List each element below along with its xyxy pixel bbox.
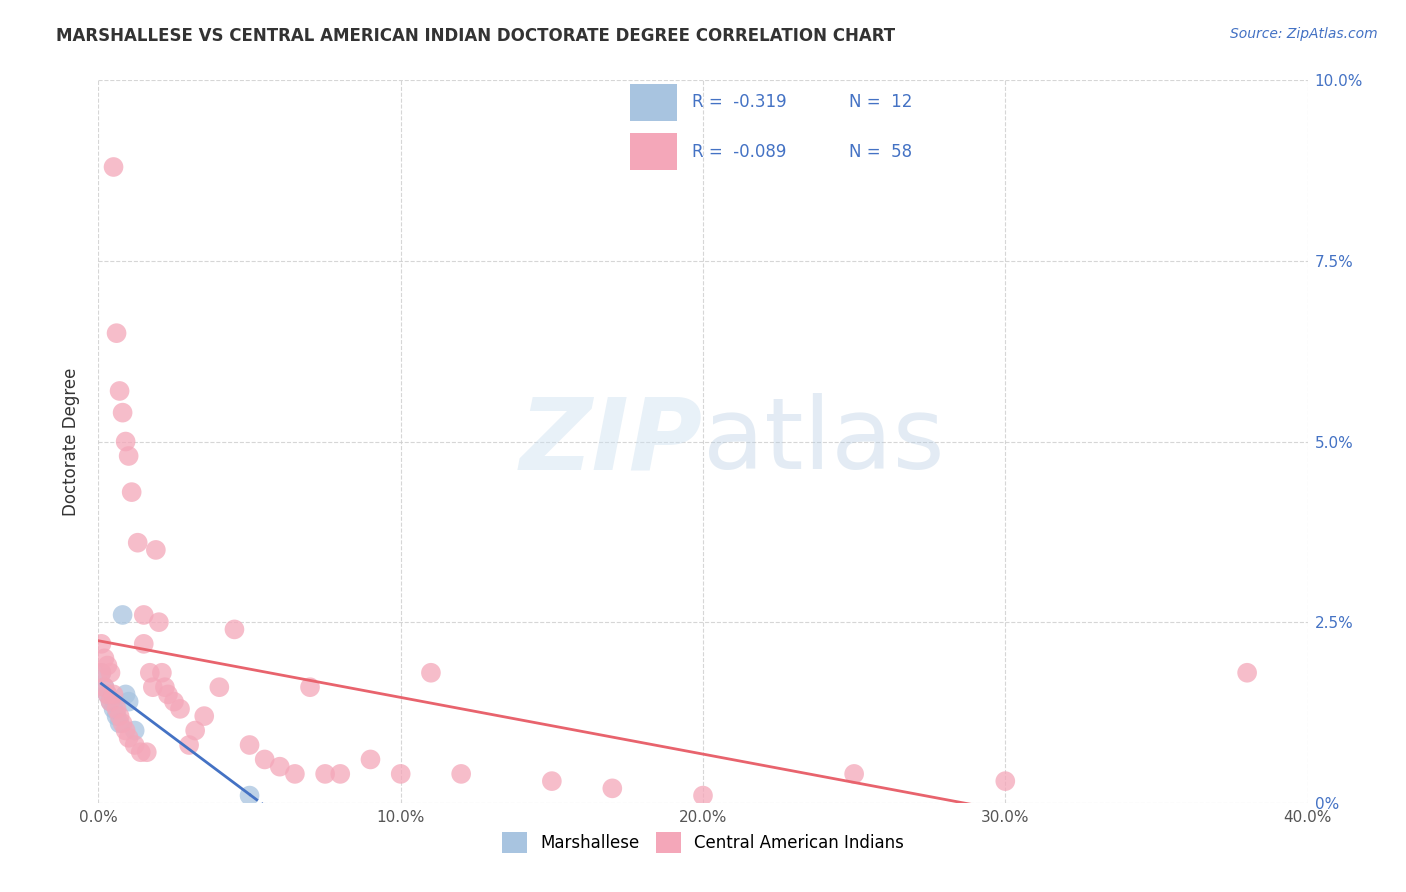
Point bbox=[93, 680, 115, 694]
Point bbox=[114, 687, 136, 701]
Point bbox=[96, 687, 118, 701]
Point bbox=[114, 723, 136, 738]
Point bbox=[540, 774, 562, 789]
Point bbox=[994, 774, 1017, 789]
Point bbox=[105, 326, 128, 340]
Point bbox=[145, 542, 167, 557]
Point bbox=[135, 745, 157, 759]
Point bbox=[179, 738, 201, 752]
Point bbox=[184, 723, 207, 738]
Text: N =  12: N = 12 bbox=[849, 94, 912, 112]
Point bbox=[153, 680, 176, 694]
Point bbox=[208, 680, 231, 694]
Text: MARSHALLESE VS CENTRAL AMERICAN INDIAN DOCTORATE DEGREE CORRELATION CHART: MARSHALLESE VS CENTRAL AMERICAN INDIAN D… bbox=[56, 27, 896, 45]
Point bbox=[90, 665, 112, 680]
Text: Source: ZipAtlas.com: Source: ZipAtlas.com bbox=[1230, 27, 1378, 41]
Point bbox=[90, 665, 112, 680]
FancyBboxPatch shape bbox=[630, 84, 678, 121]
Point bbox=[156, 687, 179, 701]
Point bbox=[105, 709, 128, 723]
Point bbox=[96, 687, 118, 701]
Point bbox=[118, 695, 141, 709]
Point bbox=[169, 702, 191, 716]
Text: R =  -0.089: R = -0.089 bbox=[692, 143, 786, 161]
Point bbox=[329, 767, 352, 781]
Point bbox=[118, 449, 141, 463]
Point bbox=[150, 665, 173, 680]
Point bbox=[1236, 665, 1258, 680]
Point bbox=[163, 695, 186, 709]
Point bbox=[103, 687, 125, 701]
Point bbox=[124, 738, 146, 752]
Point bbox=[389, 767, 412, 781]
Point bbox=[103, 702, 125, 716]
Point bbox=[103, 160, 125, 174]
Point bbox=[253, 752, 276, 766]
Point bbox=[239, 789, 262, 803]
Point bbox=[193, 709, 215, 723]
Point bbox=[132, 637, 155, 651]
Point bbox=[148, 615, 170, 630]
Point bbox=[142, 680, 165, 694]
Point bbox=[93, 680, 115, 694]
Point bbox=[132, 607, 155, 622]
Point bbox=[314, 767, 336, 781]
Point bbox=[96, 658, 118, 673]
Point bbox=[139, 665, 162, 680]
Point bbox=[111, 716, 134, 731]
Point bbox=[844, 767, 866, 781]
Point bbox=[105, 702, 128, 716]
Point bbox=[420, 665, 443, 680]
Point bbox=[284, 767, 307, 781]
Point bbox=[100, 695, 122, 709]
Text: atlas: atlas bbox=[703, 393, 945, 490]
Point bbox=[239, 738, 262, 752]
Point bbox=[124, 723, 146, 738]
Point bbox=[114, 434, 136, 449]
FancyBboxPatch shape bbox=[630, 133, 678, 170]
Point bbox=[111, 607, 134, 622]
Point bbox=[100, 665, 122, 680]
Point bbox=[269, 760, 291, 774]
Point bbox=[108, 716, 131, 731]
Text: ZIP: ZIP bbox=[520, 393, 703, 490]
Point bbox=[121, 485, 143, 500]
Point bbox=[127, 535, 149, 549]
Point bbox=[360, 752, 382, 766]
Point bbox=[450, 767, 472, 781]
Point bbox=[602, 781, 624, 796]
Point bbox=[90, 637, 112, 651]
Point bbox=[100, 695, 122, 709]
Point bbox=[299, 680, 322, 694]
Text: R =  -0.319: R = -0.319 bbox=[692, 94, 786, 112]
Point bbox=[692, 789, 714, 803]
Y-axis label: Doctorate Degree: Doctorate Degree bbox=[62, 368, 80, 516]
Point bbox=[108, 709, 131, 723]
Point bbox=[93, 651, 115, 665]
Text: N =  58: N = 58 bbox=[849, 143, 912, 161]
Point bbox=[224, 623, 246, 637]
Point bbox=[118, 731, 141, 745]
Point bbox=[111, 406, 134, 420]
Point bbox=[129, 745, 152, 759]
Legend: Marshallese, Central American Indians: Marshallese, Central American Indians bbox=[495, 826, 911, 860]
Point bbox=[108, 384, 131, 398]
